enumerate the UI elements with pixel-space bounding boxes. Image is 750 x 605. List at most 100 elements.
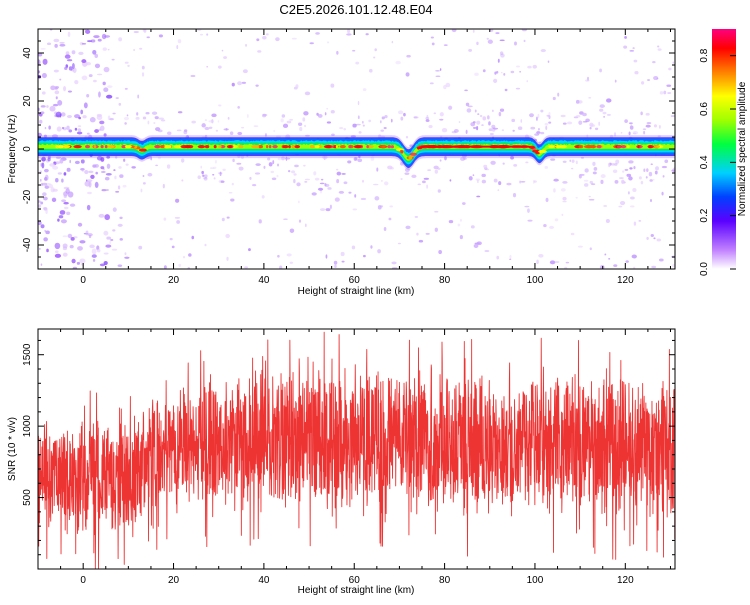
speckle [583,179,589,182]
speckle [48,184,54,189]
speckle [599,104,605,108]
speckle [57,218,60,222]
speckle [520,180,526,183]
speckle [80,167,85,171]
speckle [435,75,441,78]
speckle [513,163,518,167]
speckle [74,160,80,165]
speckle [319,208,326,212]
speckle [249,176,252,180]
speckle [221,49,224,52]
speckle [317,113,323,118]
speckle [106,163,111,169]
speckle [418,239,424,243]
speckle [449,179,452,182]
speckle [50,187,55,193]
speckle [632,47,635,50]
speckle [536,259,539,265]
speckle [268,162,273,167]
speckle [336,171,342,176]
y-tick-label: 1000 [22,415,33,438]
speckle [373,56,376,59]
speckle [347,160,352,164]
speckle [564,266,568,269]
snr-y-axis: 500 1000 1500 [22,339,675,570]
colorbar-ticks: 0.0 0.2 0.4 0.6 0.8 [699,48,736,276]
speckle [273,129,276,133]
speckle [629,125,634,130]
speckle [517,126,523,131]
speckle [154,116,159,120]
speckle [88,235,92,239]
speckle [550,158,556,161]
speckle [498,181,502,186]
speckle [389,205,393,208]
speckle [655,166,659,171]
speckle [441,128,448,133]
speckle [405,135,409,139]
speckle [80,159,85,164]
speckle [666,84,672,87]
speckle [101,33,107,40]
speckle [645,176,648,179]
speckle [603,205,608,207]
speckle [633,166,636,170]
speckle [62,252,68,257]
speckle [66,211,71,216]
speckle [625,260,629,263]
speckle [451,29,457,33]
speckle [271,177,277,181]
speckle [163,217,167,221]
speckle [270,170,275,174]
speckle [166,164,171,169]
speckle [176,129,182,132]
speckle [466,108,472,113]
spectrogram-x-label: Height of straight line (km) [298,286,415,297]
speckle [627,191,630,195]
speckle [83,102,88,109]
speckle [633,59,638,63]
speckle [472,126,477,129]
speckle [295,84,299,89]
speckle [562,160,567,163]
speckle [261,195,265,199]
speckle [88,74,93,78]
speckle [602,111,607,115]
speckle [103,87,109,93]
speckle [137,94,140,99]
speckle [163,265,167,269]
speckle [523,39,526,43]
speckle [532,179,535,184]
speckle [102,47,107,51]
speckle [443,44,448,46]
speckle [341,173,346,175]
speckle [309,42,314,45]
speckle [589,180,594,184]
speckle [59,43,66,47]
speckle [489,132,494,136]
speckle [253,125,259,128]
x-tick-label: 60 [349,575,361,586]
speckle [520,119,523,123]
band-hotspot [272,145,278,149]
speckle [604,253,607,256]
speckle [283,218,288,220]
speckle [608,258,611,260]
speckle [435,69,440,72]
speckle [81,75,88,81]
speckle [177,39,182,44]
speckle [653,237,656,240]
speckle [96,73,103,76]
speckle [664,159,669,164]
speckle [425,119,430,122]
speckle [649,179,653,182]
speckle [638,176,642,180]
speckle [325,208,331,212]
speckle [611,162,615,166]
speckle [124,252,127,256]
speckle [383,181,389,186]
speckle [311,192,317,196]
band-hotspot [218,145,222,149]
band-hotspot [653,145,660,149]
speckle [124,87,128,90]
